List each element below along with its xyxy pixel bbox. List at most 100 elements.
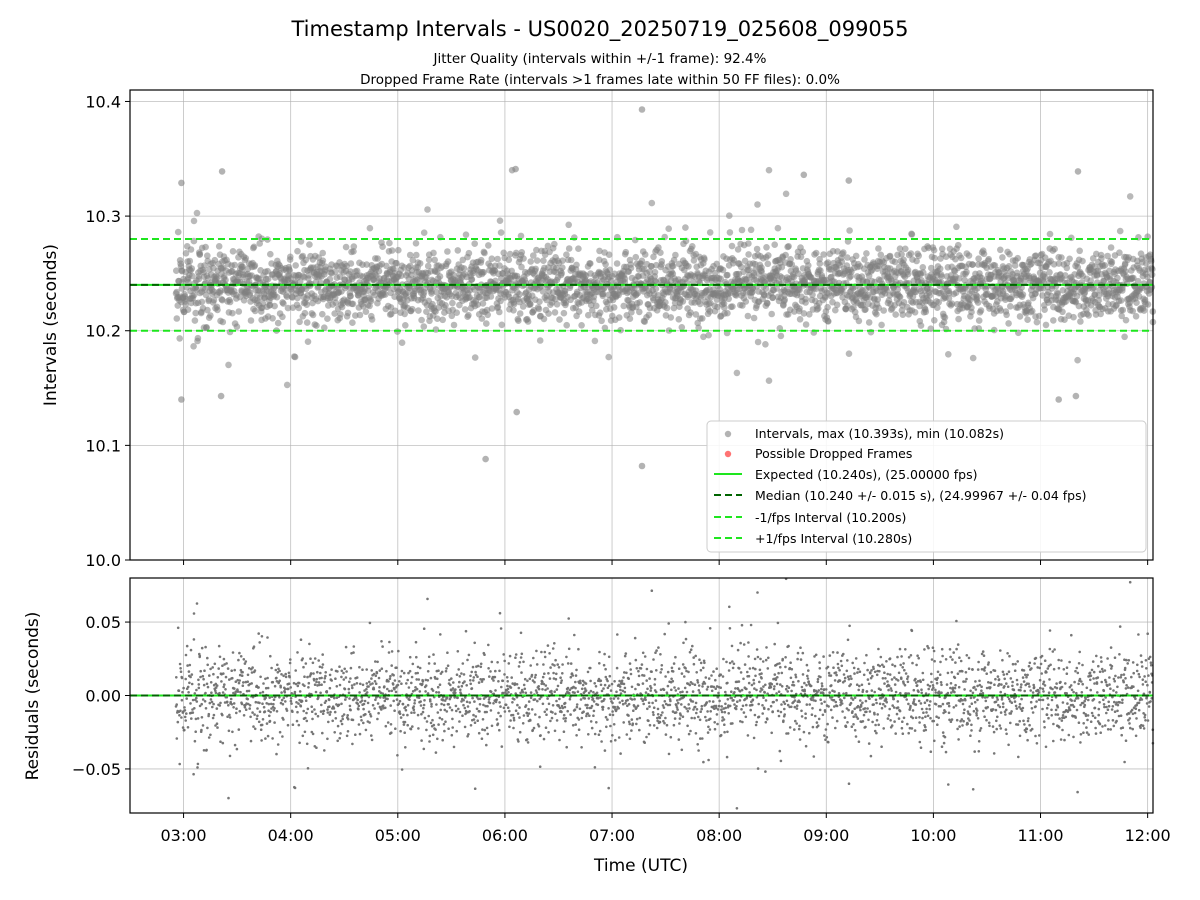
residual-point (616, 697, 620, 700)
interval-point (431, 256, 439, 264)
residual-point (289, 699, 293, 703)
residual-point (510, 676, 513, 679)
residual-point (599, 679, 603, 682)
residual-point (648, 705, 651, 708)
interval-point (719, 266, 727, 274)
interval-point (173, 267, 180, 275)
interval-point (601, 324, 609, 332)
residual-point (598, 729, 602, 733)
residual-point (267, 709, 270, 712)
residual-point (669, 735, 673, 739)
residual-point (444, 720, 447, 723)
residual-point (410, 711, 413, 714)
residual-point (344, 698, 347, 701)
residual-point (364, 728, 368, 732)
residual-point (232, 691, 235, 695)
interval-point (439, 316, 447, 324)
residual-point (249, 739, 253, 743)
residual-point (413, 711, 416, 714)
residual-point (215, 684, 219, 687)
residual-point (685, 707, 688, 710)
residual-point (346, 730, 350, 733)
residual-point (235, 747, 239, 751)
interval-point (423, 308, 430, 316)
residual-point (278, 696, 281, 699)
interval-point (424, 206, 431, 213)
interval-point (362, 308, 370, 316)
interval-point (367, 297, 375, 305)
residual-point (197, 678, 200, 682)
residual-point (573, 708, 577, 711)
interval-point (575, 308, 583, 315)
residual-point (291, 723, 295, 726)
interval-point (420, 229, 428, 236)
interval-point (865, 319, 873, 326)
residual-point (179, 709, 182, 713)
residual-point (544, 688, 547, 692)
residual-point (541, 680, 544, 684)
residual-point (446, 651, 449, 654)
residual-point (287, 687, 290, 691)
interval-point (758, 268, 765, 275)
residual-point (239, 690, 242, 694)
residual-point (631, 722, 635, 725)
interval-point (319, 310, 326, 318)
interval-point (812, 285, 819, 293)
interval-point (978, 274, 985, 282)
residual-point (546, 644, 550, 647)
residual-point (278, 669, 281, 673)
residual-point (400, 682, 403, 685)
residual-point (507, 691, 510, 694)
residual-point (305, 742, 309, 746)
interval-point (977, 307, 985, 314)
residual-point (485, 710, 489, 714)
residual-point (469, 679, 472, 682)
interval-point (605, 353, 612, 361)
interval-point (337, 311, 344, 318)
interval-point (533, 257, 541, 264)
interval-outlier-point (638, 106, 646, 113)
residual-point (652, 713, 655, 717)
residual-point (363, 699, 367, 703)
residual-point (431, 689, 435, 692)
residual-point (338, 683, 342, 687)
residual-point (684, 667, 687, 670)
interval-point (999, 254, 1006, 261)
residual-point (545, 713, 548, 716)
residual-point (673, 717, 677, 720)
residual-point (492, 702, 495, 705)
interval-point (515, 317, 522, 325)
interval-point (963, 268, 970, 276)
residual-point (534, 713, 537, 716)
interval-point (415, 307, 422, 314)
residual-point (236, 690, 240, 693)
residual-point (460, 672, 463, 675)
residual-point (565, 655, 568, 659)
residual-point (646, 707, 649, 711)
residual-point (562, 730, 566, 733)
interval-outlier-point (512, 165, 519, 173)
residual-point (571, 674, 575, 677)
residual-point (444, 669, 448, 673)
residual-point (511, 701, 514, 704)
residual-point (647, 732, 651, 736)
residual-point (595, 691, 599, 695)
residual-point (205, 748, 208, 752)
residual-point (175, 703, 178, 706)
interval-point (1118, 312, 1125, 320)
residual-point (327, 698, 331, 702)
legend-marker-intervals (724, 430, 732, 438)
residual-point (332, 707, 336, 710)
residual-point (242, 658, 246, 661)
residual-point (555, 719, 559, 722)
residual-point (288, 675, 291, 679)
residual-point (533, 676, 537, 679)
residual-point (614, 738, 617, 742)
interval-point (812, 249, 820, 257)
residual-point (623, 671, 626, 674)
residual-point (543, 650, 547, 654)
residual-point (408, 669, 412, 673)
residual-point (607, 786, 610, 790)
residual-point (617, 683, 621, 687)
residual-point (191, 698, 195, 702)
